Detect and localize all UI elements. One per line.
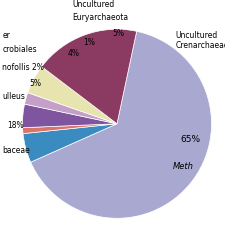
Wedge shape bbox=[42, 29, 137, 124]
Text: 65%: 65% bbox=[180, 135, 200, 144]
Wedge shape bbox=[25, 93, 117, 124]
Text: Meth: Meth bbox=[173, 162, 194, 171]
Text: ulleus: ulleus bbox=[2, 92, 25, 101]
Text: 18%: 18% bbox=[7, 122, 23, 130]
Text: Uncultured: Uncultured bbox=[72, 0, 114, 9]
Text: Euryarchaeota: Euryarchaeota bbox=[72, 14, 128, 22]
Wedge shape bbox=[22, 104, 117, 128]
Text: er: er bbox=[2, 32, 10, 40]
Text: baceae: baceae bbox=[2, 146, 30, 155]
Text: Uncultured
Crenarchaeaota: Uncultured Crenarchaeaota bbox=[176, 31, 225, 50]
Wedge shape bbox=[23, 124, 117, 162]
Wedge shape bbox=[31, 31, 211, 218]
Wedge shape bbox=[22, 124, 117, 134]
Text: nofollis 2%: nofollis 2% bbox=[2, 63, 44, 72]
Text: 4%: 4% bbox=[68, 50, 79, 58]
Text: crobiales: crobiales bbox=[2, 45, 37, 54]
Text: 5%: 5% bbox=[29, 79, 41, 88]
Wedge shape bbox=[28, 67, 117, 124]
Text: 5%: 5% bbox=[112, 29, 124, 38]
Text: 1%: 1% bbox=[83, 38, 95, 47]
